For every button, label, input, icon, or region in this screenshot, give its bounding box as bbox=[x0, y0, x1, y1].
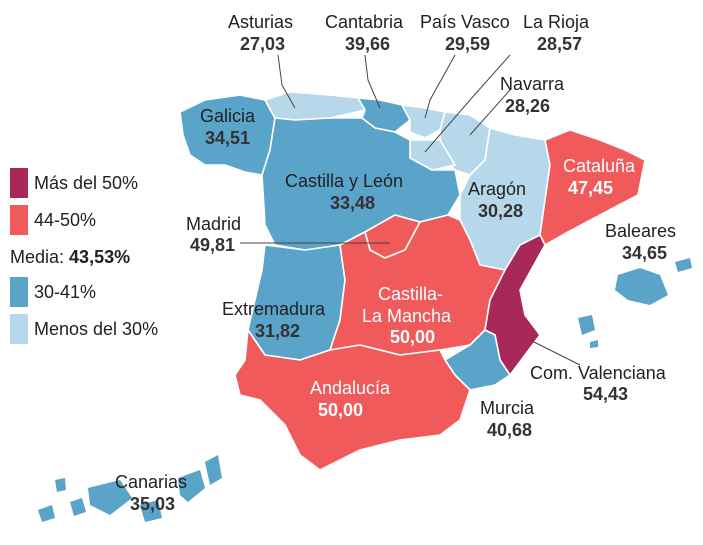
region-baleares-ibiza bbox=[578, 315, 595, 335]
label-aragon: Aragón bbox=[468, 179, 526, 199]
legend-label: 30-41% bbox=[34, 281, 97, 302]
media-value: 43,53% bbox=[69, 247, 131, 267]
label-cataluna: Cataluña bbox=[563, 156, 636, 176]
label-baleares: Baleares bbox=[605, 221, 676, 241]
label-cantabria: Cantabria bbox=[325, 12, 404, 32]
leader-la-rioja bbox=[424, 54, 511, 153]
value-andalucia: 50,00 bbox=[318, 400, 363, 420]
label-asturias: Asturias bbox=[228, 12, 293, 32]
legend-item-mas-50: Más del 50% bbox=[10, 168, 138, 198]
label-madrid: Madrid bbox=[186, 214, 241, 234]
region-baleares-menorca bbox=[675, 258, 692, 272]
value-baleares: 34,65 bbox=[622, 243, 667, 263]
region-pais-vasco bbox=[401, 104, 446, 139]
region-canarias-5 bbox=[140, 500, 162, 522]
legend-swatch bbox=[10, 314, 28, 344]
value-cataluna: 47,45 bbox=[568, 178, 613, 198]
legend-label: Más del 50% bbox=[34, 172, 139, 193]
region-canarias-1 bbox=[38, 505, 55, 522]
value-cantabria: 39,66 bbox=[345, 34, 390, 54]
legend-label: 44-50% bbox=[34, 209, 97, 230]
legend-swatch bbox=[10, 277, 28, 307]
label-extremadura: Extremadura bbox=[222, 299, 326, 319]
region-cataluna bbox=[539, 129, 646, 246]
label-la-rioja: La Rioja bbox=[523, 12, 590, 32]
legend-item-44-50: 44-50% bbox=[10, 205, 96, 235]
legend-media: Media: 43,53% bbox=[10, 247, 130, 268]
legend-label: Menos del 30% bbox=[34, 318, 159, 339]
value-aragon: 30,28 bbox=[478, 201, 523, 221]
leader-navarra bbox=[469, 89, 511, 136]
value-castilla-leon: 33,48 bbox=[330, 193, 375, 213]
region-andalucia bbox=[234, 329, 471, 471]
region-asturias bbox=[264, 91, 366, 121]
label-andalucia: Andalucía bbox=[310, 378, 391, 398]
label-galicia: Galicia bbox=[200, 106, 256, 126]
value-extremadura: 31,82 bbox=[255, 321, 300, 341]
label-castilla-la-mancha-1: Castilla- bbox=[378, 284, 443, 304]
label-pais-vasco: País Vasco bbox=[420, 12, 510, 32]
value-la-rioja: 28,57 bbox=[537, 34, 582, 54]
label-castilla-la-mancha-2: La Mancha bbox=[362, 306, 452, 326]
value-canarias: 35,03 bbox=[130, 494, 175, 514]
label-com-valenciana: Com. Valenciana bbox=[530, 363, 667, 383]
region-canarias-4 bbox=[88, 480, 132, 515]
legend-item-menos-30: Menos del 30% bbox=[10, 314, 158, 344]
media-label: Media: bbox=[10, 247, 65, 267]
label-murcia: Murcia bbox=[480, 398, 535, 418]
leader-pais-vasco bbox=[424, 54, 456, 119]
region-canarias-2 bbox=[55, 478, 66, 492]
value-madrid: 49,81 bbox=[190, 235, 235, 255]
region-baleares-mallorca bbox=[615, 268, 668, 305]
value-murcia: 40,68 bbox=[487, 420, 532, 440]
leader-valenciana bbox=[529, 339, 581, 366]
label-canarias: Canarias bbox=[115, 472, 187, 492]
value-navarra: 28,26 bbox=[505, 96, 550, 116]
leader-asturias bbox=[277, 54, 296, 109]
region-canarias-3 bbox=[70, 498, 86, 516]
value-pais-vasco: 29,59 bbox=[445, 34, 490, 54]
value-com-valenciana: 54,43 bbox=[583, 384, 628, 404]
legend-swatch bbox=[10, 168, 28, 198]
region-canarias-6 bbox=[178, 470, 205, 502]
region-canarias-7 bbox=[205, 455, 222, 485]
leader-cantabria bbox=[364, 54, 381, 109]
legend-swatch bbox=[10, 205, 28, 235]
value-asturias: 27,03 bbox=[240, 34, 285, 54]
label-navarra: Navarra bbox=[500, 74, 565, 94]
region-baleares-formentera bbox=[590, 340, 598, 348]
label-castilla-leon: Castilla y León bbox=[285, 171, 403, 191]
value-galicia: 34,51 bbox=[205, 128, 250, 148]
legend-item-30-41: 30-41% bbox=[10, 277, 96, 307]
value-castilla-la-mancha: 50,00 bbox=[390, 327, 435, 347]
